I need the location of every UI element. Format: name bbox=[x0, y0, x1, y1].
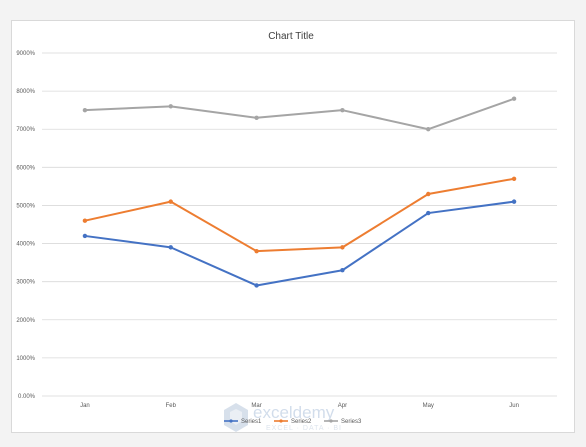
watermark-tagline: EXCEL · DATA · BI bbox=[266, 425, 342, 432]
legend[interactable]: Series1 Series2 Series3 bbox=[224, 419, 362, 425]
y-tick-label: 4000% bbox=[16, 242, 35, 248]
legend-marker bbox=[229, 419, 233, 423]
data-point[interactable] bbox=[254, 283, 259, 288]
data-point[interactable] bbox=[82, 233, 88, 239]
y-tick-label: 1000% bbox=[16, 356, 35, 362]
watermark-logo: exceldemy EXCEL · DATA · BI bbox=[224, 403, 342, 432]
x-tick-label: Mar bbox=[251, 403, 261, 409]
series-line-1[interactable] bbox=[83, 200, 516, 287]
data-point[interactable] bbox=[426, 210, 431, 216]
x-tick-label: Jan bbox=[80, 403, 90, 409]
data-point[interactable] bbox=[426, 191, 431, 197]
chart-area[interactable]: 0.00% 1000% 2000% 3000% 4000% 5000% 6000% 7000%… bbox=[11, 20, 575, 433]
y-tick-label: 6000% bbox=[16, 165, 35, 171]
x-tick-label: Feb bbox=[166, 403, 177, 409]
data-point[interactable] bbox=[254, 115, 259, 120]
y-tick-label: 8000% bbox=[16, 89, 35, 95]
data-point[interactable] bbox=[511, 96, 517, 101]
series-line-3[interactable] bbox=[83, 97, 516, 131]
data-point[interactable] bbox=[511, 176, 517, 181]
x-tick-label: Apr bbox=[338, 403, 347, 409]
line-chart: 0.00% 1000% 2000% 3000% 4000% 5000% 6000% 7000%… bbox=[16, 31, 557, 432]
y-tick-label: 0.00% bbox=[18, 394, 36, 400]
x-axis-tick-labels: Jan Feb Mar Apr May Jun bbox=[80, 403, 519, 409]
data-point[interactable] bbox=[340, 268, 345, 273]
data-point[interactable] bbox=[340, 107, 345, 113]
data-point[interactable] bbox=[168, 104, 173, 109]
watermark-icon bbox=[224, 403, 248, 432]
legend-marker bbox=[279, 419, 283, 423]
data-point[interactable] bbox=[340, 245, 345, 250]
data-point[interactable] bbox=[168, 245, 173, 250]
x-tick-label: Jun bbox=[509, 403, 519, 409]
series-lines bbox=[82, 96, 517, 288]
data-point[interactable] bbox=[426, 127, 431, 132]
data-point[interactable] bbox=[254, 248, 259, 254]
y-tick-label: 2000% bbox=[16, 318, 35, 324]
legend-entry-3[interactable]: Series3 bbox=[341, 419, 362, 425]
x-tick-label: May bbox=[423, 403, 434, 409]
legend-entry-1[interactable]: Series1 bbox=[241, 419, 262, 425]
legend-marker bbox=[329, 419, 333, 423]
y-tick-label: 9000% bbox=[16, 51, 35, 57]
data-point[interactable] bbox=[82, 218, 88, 223]
data-point[interactable] bbox=[168, 199, 173, 204]
watermark-brand: exceldemy bbox=[253, 403, 335, 422]
data-point[interactable] bbox=[511, 199, 517, 204]
y-axis-tick-labels: 0.00% 1000% 2000% 3000% 4000% 5000% 6000% 7000%… bbox=[16, 51, 35, 400]
y-tick-label: 5000% bbox=[16, 203, 35, 209]
y-tick-label: 7000% bbox=[16, 127, 35, 133]
series-line-2[interactable] bbox=[83, 177, 516, 253]
data-point[interactable] bbox=[82, 107, 88, 113]
chart-title[interactable]: Chart Title bbox=[268, 31, 314, 42]
gridlines bbox=[42, 52, 557, 397]
legend-entry-2[interactable]: Series2 bbox=[291, 419, 312, 425]
y-tick-label: 3000% bbox=[16, 280, 35, 286]
